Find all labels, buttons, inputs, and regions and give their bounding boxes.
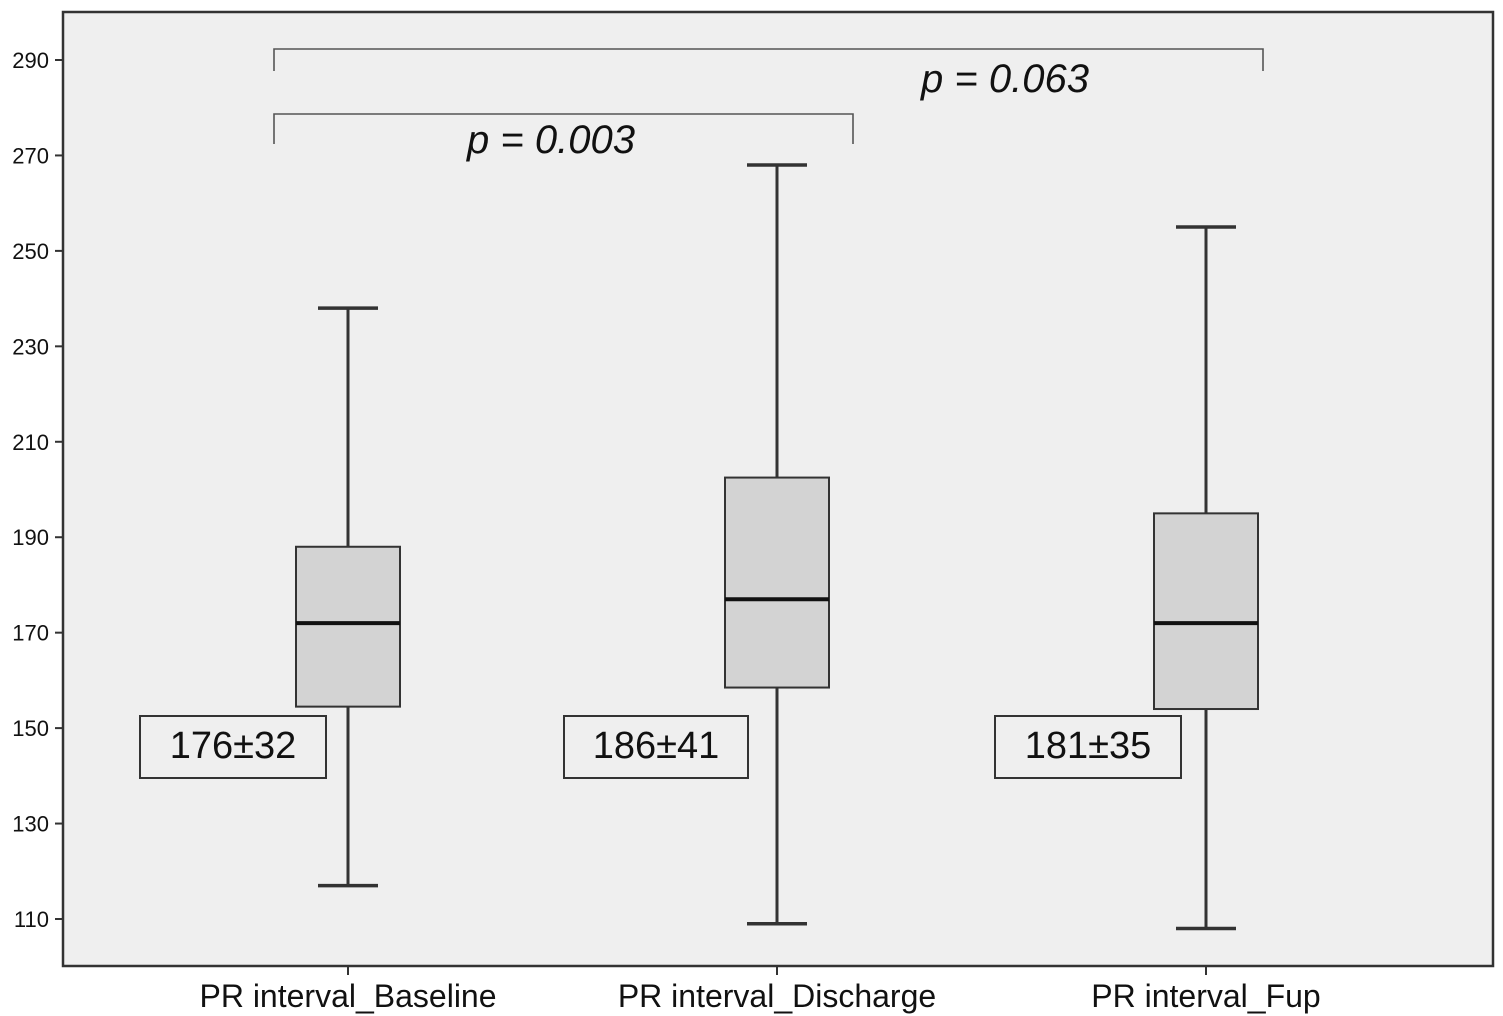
summary-labels: 176±32 186±41 181±35	[139, 715, 1182, 779]
y-tick-label: 150	[12, 716, 49, 741]
summary-label: 186±41	[593, 725, 720, 767]
y-tick-label: 130	[12, 812, 49, 837]
y-tick-label: 190	[12, 525, 49, 550]
comparison-bracket	[273, 113, 854, 144]
y-tick-label: 230	[12, 334, 49, 359]
iqr-box	[724, 476, 830, 689]
y-tick-label: 110	[14, 907, 49, 932]
y-tick-label: 270	[12, 143, 49, 168]
y-tick-label: 290	[12, 48, 49, 73]
p-value-label: p = 0.063	[920, 57, 1089, 101]
x-category-label: PR interval_Baseline	[199, 978, 496, 1014]
x-axis: PR interval_Baseline PR interval_Discharg…	[199, 966, 1321, 1014]
y-axis: 110 130 150 170 190 210 230 250 270 290	[12, 48, 63, 932]
box-2	[724, 163, 830, 926]
significance-brackets: p = 0.003 p = 0.063	[273, 48, 1264, 162]
box-1	[295, 306, 401, 888]
y-tick-label: 170	[12, 621, 49, 646]
summary-box	[994, 715, 1182, 779]
x-category-label: PR interval_Fup	[1091, 978, 1320, 1014]
summary-label: 181±35	[1025, 725, 1152, 767]
box-series	[295, 163, 1259, 931]
iqr-box	[295, 545, 401, 708]
summary-box	[563, 715, 749, 779]
summary-box	[139, 715, 327, 779]
comparison-bracket	[273, 48, 1264, 71]
x-category-label: PR interval_Discharge	[618, 978, 936, 1014]
box-3	[1153, 225, 1259, 931]
iqr-box	[1153, 512, 1259, 711]
y-tick-label: 250	[12, 239, 49, 264]
y-tick-label: 210	[12, 430, 49, 455]
p-value-label: p = 0.003	[466, 118, 635, 162]
summary-label: 176±32	[170, 725, 297, 767]
